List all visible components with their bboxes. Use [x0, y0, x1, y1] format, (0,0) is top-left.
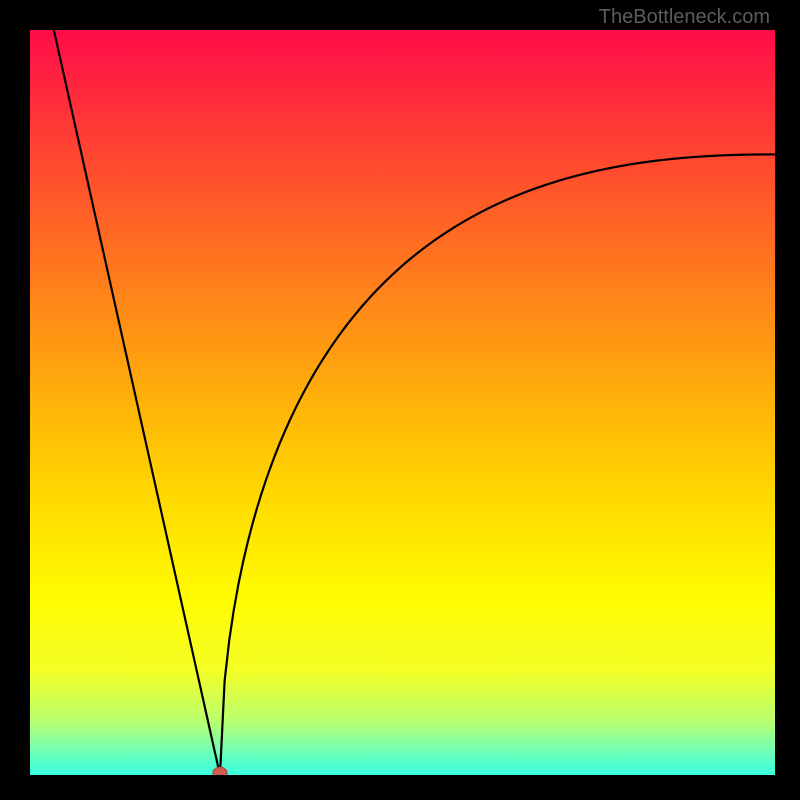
minimum-marker	[213, 767, 227, 775]
plot-area	[30, 30, 775, 775]
chart-svg	[30, 30, 775, 775]
gradient-background	[30, 30, 775, 775]
watermark-text: TheBottleneck.com	[599, 6, 770, 29]
